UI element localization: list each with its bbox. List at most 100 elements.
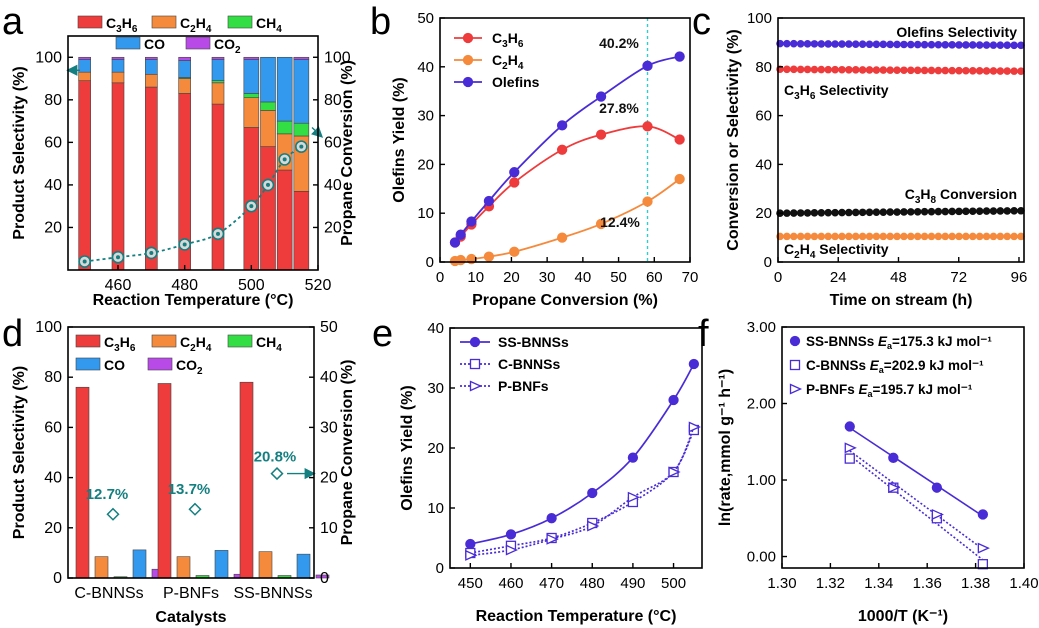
legend-swatch-C3H6 xyxy=(77,15,103,29)
bar-CO xyxy=(260,56,276,103)
data-point-0 xyxy=(996,41,1005,49)
data-point-3 xyxy=(789,232,798,241)
data-point-2 xyxy=(865,208,874,217)
data-point-1 xyxy=(838,65,846,74)
bar-CO2 xyxy=(211,56,225,60)
data-point-0 xyxy=(845,40,853,48)
legend-label-CO: CO xyxy=(104,357,125,373)
data-point-0 xyxy=(931,482,943,493)
conversion-point-center xyxy=(182,242,187,247)
data-point-3 xyxy=(934,232,943,241)
y-axis-title-f: ln(rate,mmol g⁻¹ h⁻¹) xyxy=(717,369,734,526)
data-point-1 xyxy=(1010,67,1018,75)
bar-C3H6 xyxy=(293,190,310,271)
data-point-1 xyxy=(817,65,826,74)
data-point-2 xyxy=(858,208,867,217)
data-point-C2H4 xyxy=(674,173,685,185)
bar-C3H6 xyxy=(111,82,125,271)
data-point-2 xyxy=(465,549,478,561)
axes-frame-c xyxy=(777,17,1025,263)
data-point-C2H4 xyxy=(455,254,466,266)
data-point-0 xyxy=(913,40,922,49)
data-point-3 xyxy=(955,232,963,241)
data-point-Olefins xyxy=(466,216,477,227)
data-point-1 xyxy=(893,66,901,74)
legend-series-name: SS-BNNSs xyxy=(806,334,878,349)
y-tick-label: 0 xyxy=(53,570,62,587)
y-tick-label: 20 xyxy=(44,520,62,537)
y-axis-title-a: Product Selectivity (%) xyxy=(11,66,28,239)
legend-ea-unit: kJ mol⁻¹ xyxy=(925,358,984,373)
y-tick-label: 40 xyxy=(427,320,444,337)
data-point-2 xyxy=(886,208,894,216)
legend-label-CH4: CH4​ xyxy=(256,15,282,35)
data-point-0 xyxy=(982,41,991,49)
legend-ea-value: 175.3 xyxy=(900,334,934,349)
data-point-2 xyxy=(668,466,681,478)
y-tick-label: 30 xyxy=(427,380,444,397)
legend-swatch-CO2 xyxy=(185,36,211,50)
data-point-0 xyxy=(546,513,557,524)
data-point-2 xyxy=(824,208,832,217)
legend-label-C3H6: C3​H6​ xyxy=(492,30,524,50)
data-point-3 xyxy=(1003,232,1012,241)
data-point-2 xyxy=(989,207,998,215)
data-point-1 xyxy=(941,66,950,75)
legend-label-Olefins: Olefins xyxy=(492,74,540,90)
bar-CO xyxy=(132,549,147,579)
bar-C2H4 xyxy=(176,556,191,579)
data-point-1 xyxy=(831,65,839,74)
bar-C3H6 xyxy=(260,146,276,271)
x-tick-label: 520 xyxy=(305,277,332,294)
chart-b: 0 10 20 30 40 50 60 70 0 10 20 30 40 50 C3​H6​C2​H4​ Ol… xyxy=(391,10,698,309)
legend-label-2: P-BNFs Ea=195.7 kJ mol⁻¹ xyxy=(806,382,973,399)
data-point-0 xyxy=(962,41,970,49)
data-point-0 xyxy=(505,529,517,540)
data-point-0 xyxy=(851,40,860,48)
data-point-2 xyxy=(627,491,640,503)
data-point-2 xyxy=(844,442,857,454)
x-tick-label: 20 xyxy=(503,269,520,286)
bar-CO2 xyxy=(145,56,158,60)
chart-e: 450 460 470 480 490 500 0 10 20 30 40 SS-BNNSs C-BNN… xyxy=(399,320,703,625)
legend-label-C3H6: C3​H6​ xyxy=(106,15,138,35)
bar-CO2 xyxy=(243,56,260,60)
data-point-Olefins xyxy=(509,167,520,178)
data-point-2 xyxy=(931,508,944,520)
panel-label-e: e xyxy=(372,313,393,355)
data-point-2 xyxy=(789,209,798,217)
data-point-0 xyxy=(968,41,977,49)
y-tick-label: 10 xyxy=(427,500,444,517)
chart-d: 12.7% 13.7% 20.8% 0 20 40 60 80 100 0 10 20 30 40 50 C-… xyxy=(11,319,356,626)
data-point-C2H4 xyxy=(509,246,520,257)
data-point-3 xyxy=(982,232,991,241)
bar-C3H6 xyxy=(243,127,260,271)
data-point-1 xyxy=(1017,67,1025,75)
conversion-line xyxy=(84,145,302,263)
conversion-annotation: 12.7% xyxy=(86,486,129,503)
data-point-Olefins xyxy=(483,195,495,207)
annotation-olefins: 40.2% xyxy=(599,35,639,51)
fit-line-0 xyxy=(849,427,984,517)
bar-CH4 xyxy=(211,80,225,84)
conversion-point-center xyxy=(216,231,220,236)
legend-marker-Olefins xyxy=(462,76,474,88)
x-tick-label: 460 xyxy=(498,575,523,592)
x-tick-label: 1.38 xyxy=(961,575,990,592)
data-point-1 xyxy=(982,67,991,75)
legend-marker-0 xyxy=(789,335,801,347)
data-point-C3H6 xyxy=(556,144,568,155)
data-point-2 xyxy=(1003,207,1012,215)
legend-ea-unit: kJ mol⁻¹ xyxy=(934,334,993,349)
panel-label-d: d xyxy=(2,313,23,355)
data-point-0 xyxy=(810,40,819,48)
y-tick-label: 60 xyxy=(44,419,62,436)
axes-frame-f xyxy=(781,326,1025,569)
data-point-1 xyxy=(907,66,915,75)
bar-C2H4 xyxy=(178,78,191,94)
data-point-C2H4 xyxy=(556,232,568,243)
data-point-3 xyxy=(845,232,853,241)
bar-C2H4 xyxy=(78,71,91,81)
data-point-3 xyxy=(1017,232,1025,241)
axes-frame-d xyxy=(67,326,315,579)
